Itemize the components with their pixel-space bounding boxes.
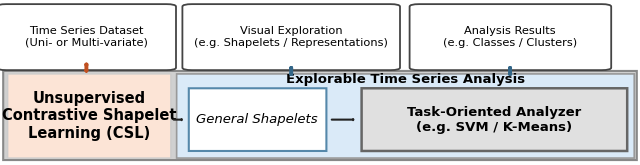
Text: Unsupervised
Contrastive Shapelet
Learning (CSL): Unsupervised Contrastive Shapelet Learni…	[2, 91, 176, 141]
Text: Time Series Dataset
(Uni- or Multi-variate): Time Series Dataset (Uni- or Multi-varia…	[25, 26, 148, 48]
FancyBboxPatch shape	[0, 4, 176, 70]
Text: Visual Exploration
(e.g. Shapelets / Representations): Visual Exploration (e.g. Shapelets / Rep…	[195, 26, 388, 48]
FancyBboxPatch shape	[177, 74, 634, 158]
Text: Explorable Time Series Analysis: Explorable Time Series Analysis	[286, 73, 525, 86]
FancyBboxPatch shape	[3, 71, 637, 160]
FancyBboxPatch shape	[362, 88, 627, 151]
FancyBboxPatch shape	[182, 4, 400, 70]
FancyBboxPatch shape	[8, 74, 171, 158]
Text: Analysis Results
(e.g. Classes / Clusters): Analysis Results (e.g. Classes / Cluster…	[443, 26, 577, 48]
Text: General Shapelets: General Shapelets	[196, 113, 318, 126]
FancyBboxPatch shape	[189, 88, 326, 151]
Text: Task-Oriented Analyzer
(e.g. SVM / K-Means): Task-Oriented Analyzer (e.g. SVM / K-Mea…	[407, 106, 581, 134]
FancyBboxPatch shape	[410, 4, 611, 70]
